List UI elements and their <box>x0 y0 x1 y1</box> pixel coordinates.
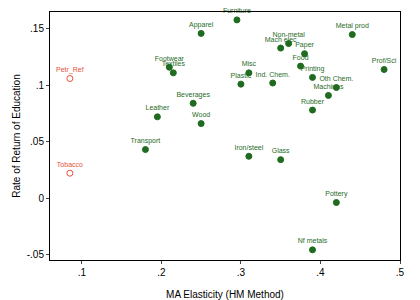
svg-text:Metal prod: Metal prod <box>336 22 369 30</box>
svg-text:Apparel: Apparel <box>189 21 214 29</box>
svg-text:Ind. Chem.: Ind. Chem. <box>256 71 290 78</box>
svg-text:Printing: Printing <box>301 65 325 73</box>
svg-text:.1: .1 <box>78 267 87 278</box>
svg-text:Furniture: Furniture <box>223 7 251 14</box>
svg-text:MA Elasticity (HM Method): MA Elasticity (HM Method) <box>166 289 284 300</box>
svg-text:Textiles: Textiles <box>162 60 186 67</box>
svg-text:-.05: -.05 <box>27 249 45 260</box>
svg-text:.05: .05 <box>30 136 44 147</box>
svg-text:.1: .1 <box>36 80 45 91</box>
svg-text:Food: Food <box>293 54 309 61</box>
svg-text:Wood: Wood <box>192 111 210 118</box>
svg-text:Iron/steel: Iron/steel <box>234 144 263 151</box>
svg-text:Rubber: Rubber <box>301 98 325 105</box>
svg-text:Misc: Misc <box>242 60 257 67</box>
svg-text:Plastic: Plastic <box>231 72 252 79</box>
svg-text:Mach elec: Mach elec <box>265 36 297 43</box>
svg-text:Petr_Ref: Petr_Ref <box>56 66 84 74</box>
svg-text:Nf metals: Nf metals <box>298 237 328 244</box>
svg-text:Tobacco: Tobacco <box>57 161 83 168</box>
svg-text:.2: .2 <box>157 267 166 278</box>
svg-text:.4: .4 <box>316 267 325 278</box>
svg-text:0: 0 <box>38 193 44 204</box>
svg-text:Prof/Sci: Prof/Sci <box>372 57 397 64</box>
svg-text:Leather: Leather <box>146 104 170 111</box>
svg-text:Footwear: Footwear <box>155 55 185 62</box>
svg-text:Transport: Transport <box>131 137 161 145</box>
svg-text:Pottery: Pottery <box>325 190 348 198</box>
svg-text:.3: .3 <box>237 267 246 278</box>
svg-text:.15: .15 <box>30 23 44 34</box>
svg-text:Paper: Paper <box>295 41 314 49</box>
svg-text:Beverages: Beverages <box>176 91 210 99</box>
svg-text:Oth Chem.: Oth Chem. <box>319 75 353 82</box>
svg-text:.5: .5 <box>396 267 405 278</box>
svg-text:Machines: Machines <box>313 83 343 90</box>
svg-text:Rate of Return of Education: Rate of Return of Education <box>11 74 22 197</box>
svg-text:Non-metal: Non-metal <box>272 31 305 38</box>
svg-text:Glass: Glass <box>272 147 290 154</box>
